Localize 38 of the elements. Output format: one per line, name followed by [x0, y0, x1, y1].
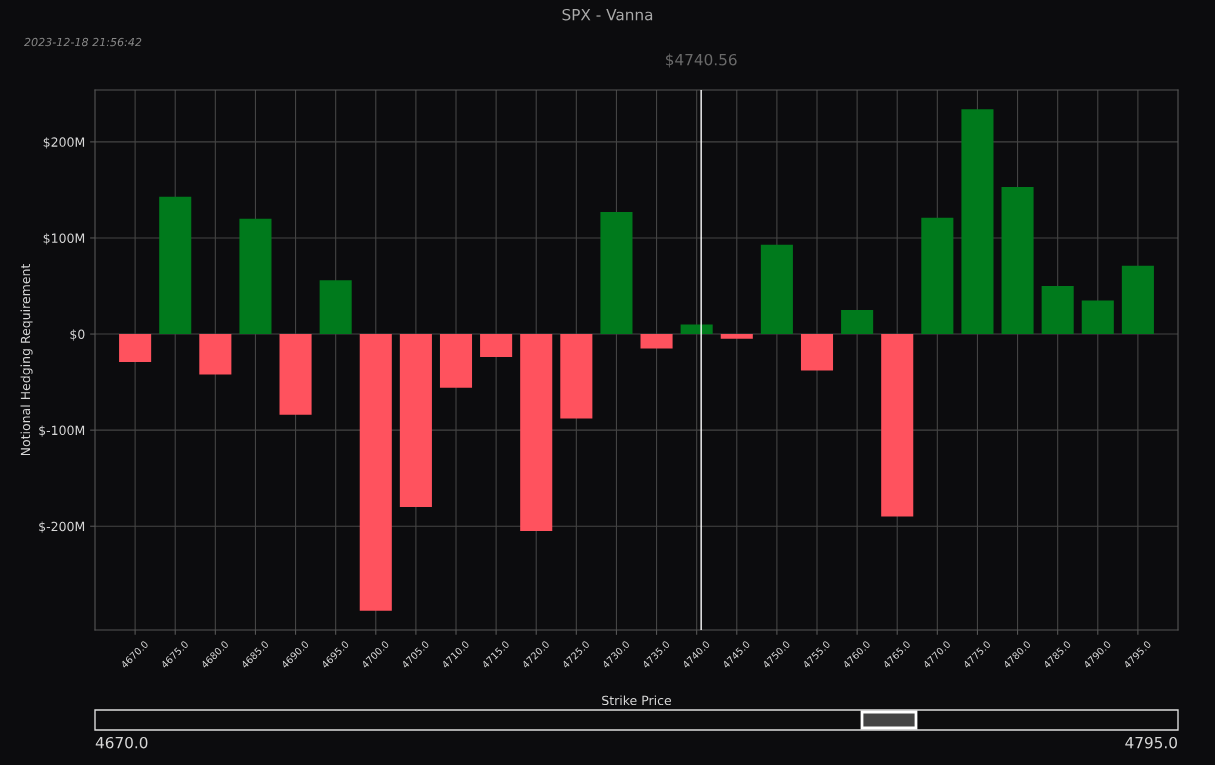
y-tick-label: $0 [70, 329, 85, 341]
bar [600, 212, 633, 335]
text: 4670.0 [95, 736, 148, 749]
bar [961, 109, 994, 335]
y-tick-label: $-200M [39, 521, 85, 533]
bar [680, 324, 713, 335]
bar [1081, 300, 1114, 335]
bar [841, 310, 874, 335]
y-tick-label: $200M [43, 137, 85, 149]
bar [239, 218, 272, 335]
bar [439, 334, 473, 388]
bar [119, 334, 152, 362]
bar [359, 334, 392, 611]
bar [319, 280, 352, 335]
bar [640, 334, 673, 349]
text: 2023-12-18 21:56:42 [24, 37, 142, 47]
bar [399, 334, 432, 508]
y-axis-title: Notional Hedging Requirement [20, 263, 33, 456]
text: 4795.0 [1125, 736, 1177, 749]
bar [560, 334, 593, 419]
y-tick-label: $100M [43, 233, 85, 245]
bar [800, 334, 834, 371]
bar [159, 196, 192, 335]
bar [881, 334, 914, 517]
bar [1001, 187, 1034, 335]
ref-line-label: $4740.56 [665, 53, 737, 68]
bar [1121, 265, 1154, 335]
bar [720, 334, 753, 339]
bar [1041, 286, 1074, 335]
x-axis-title: Strike Price [602, 695, 672, 706]
bar [520, 334, 553, 532]
bar [279, 334, 312, 415]
bar [760, 244, 793, 335]
y-tick-label: $-100M [39, 425, 85, 437]
bar [199, 334, 232, 375]
chart-title: SPX - Vanna [562, 8, 653, 21]
bar [480, 334, 513, 358]
bar [921, 217, 954, 335]
